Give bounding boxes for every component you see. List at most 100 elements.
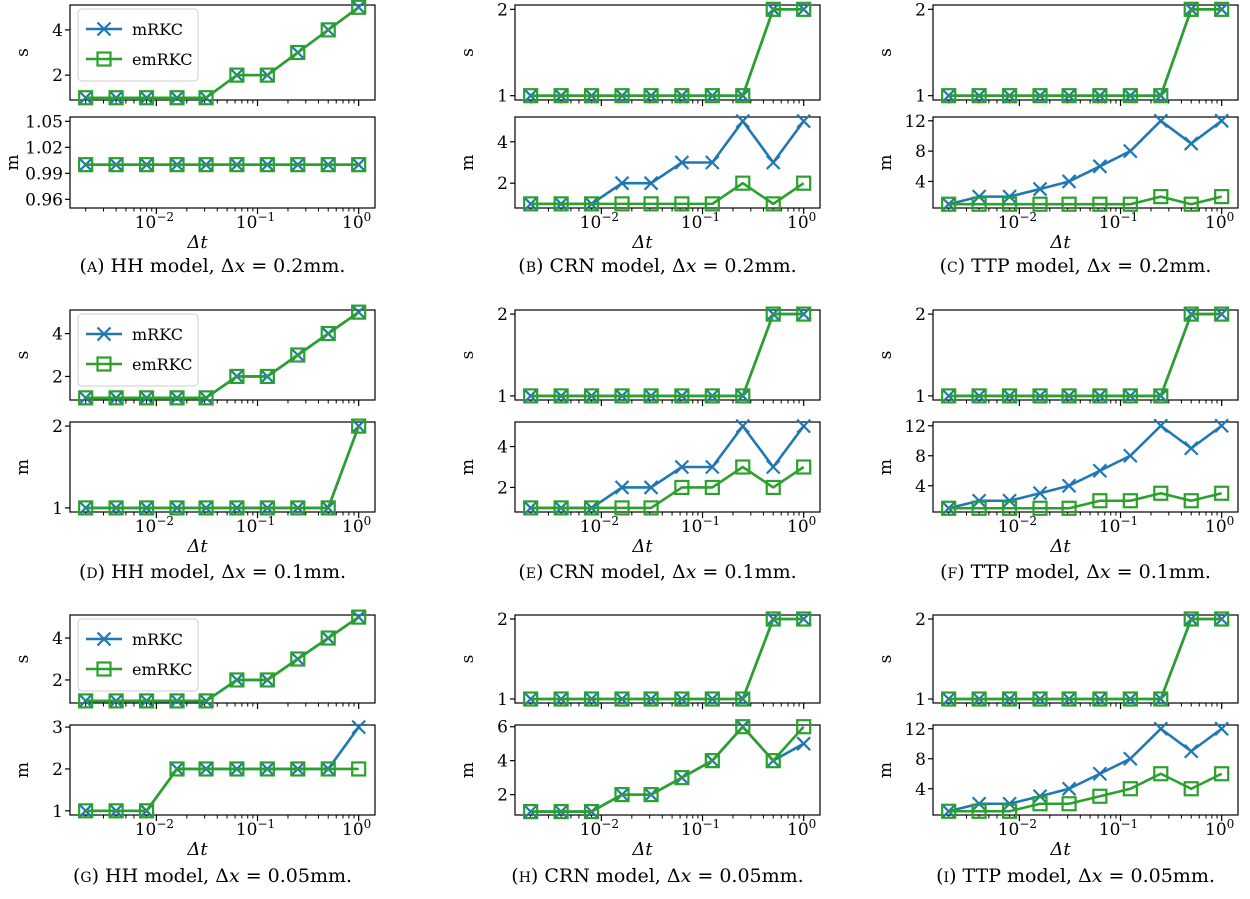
marker-emRKC bbox=[735, 175, 751, 191]
marker-emRKC bbox=[138, 157, 155, 173]
marker-emRKC bbox=[108, 693, 124, 709]
marker-emRKC bbox=[1001, 500, 1018, 516]
marker-mRKC bbox=[1183, 743, 1199, 759]
marker-mRKC bbox=[1061, 781, 1077, 797]
x-tick-label: 10−2 bbox=[998, 817, 1037, 840]
marker-emRKC bbox=[523, 196, 539, 212]
marker-emRKC bbox=[1183, 611, 1199, 627]
marker-emRKC bbox=[796, 1, 812, 17]
subfigure-d-m-line-mRKC bbox=[85, 425, 360, 510]
marker-emRKC bbox=[169, 500, 185, 516]
marker-emRKC bbox=[704, 196, 720, 212]
marker-emRKC bbox=[941, 500, 957, 516]
marker-mRKC bbox=[643, 480, 659, 495]
marker-emRKC bbox=[1001, 803, 1018, 819]
subfigure-caption: (I) TTP model, Δx = 0.05mm. bbox=[936, 865, 1215, 887]
legend-box bbox=[77, 618, 199, 692]
subfigure-caption: (D) HH model, Δx = 0.1mm. bbox=[79, 561, 346, 583]
marker-emRKC bbox=[320, 22, 336, 38]
marker-emRKC bbox=[523, 691, 539, 707]
subfigure-e-s-axes-frame bbox=[514, 309, 821, 401]
marker-mRKC bbox=[1123, 143, 1138, 159]
marker-mRKC bbox=[705, 459, 720, 475]
marker-emRKC bbox=[1061, 196, 1077, 212]
marker-emRKC bbox=[704, 388, 720, 404]
marker-emRKC bbox=[523, 804, 539, 820]
y-tick-label: 4 bbox=[497, 438, 508, 458]
subfigure-caption: (B) CRN model, Δx = 0.2mm. bbox=[518, 255, 796, 277]
marker-emRKC bbox=[351, 418, 367, 434]
subfigure-b-m-line-emRKC bbox=[530, 181, 805, 206]
y-tick-label: 4 bbox=[915, 780, 926, 800]
y-tick-label: 2 bbox=[52, 66, 63, 86]
subfigure-c-m-line-mRKC bbox=[948, 119, 1223, 206]
marker-emRKC bbox=[735, 388, 751, 404]
subfigure-caption: (A) HH model, Δx = 0.2mm. bbox=[80, 255, 346, 277]
marker-mRKC bbox=[1092, 463, 1108, 479]
legend-label-emRKC: emRKC bbox=[132, 355, 192, 374]
subfigure-h: 1 2 s 2 4 6 m 10−2 10−1 100 Δt (H) CRN model, Δx = … bbox=[458, 610, 821, 887]
marker-emRKC bbox=[765, 1, 781, 17]
marker-emRKC bbox=[1032, 500, 1048, 516]
marker-emRKC bbox=[1183, 196, 1199, 212]
subfigure-a-s-axes-frame bbox=[69, 4, 376, 101]
marker-emRKC bbox=[108, 500, 124, 516]
y-tick-label: 4 bbox=[52, 21, 63, 41]
marker-emRKC bbox=[229, 761, 245, 777]
marker-emRKC bbox=[78, 390, 94, 406]
marker-emRKC bbox=[674, 88, 690, 104]
marker-emRKC bbox=[583, 196, 600, 212]
marker-emRKC bbox=[614, 500, 630, 516]
subfigure-c-s-line-emRKC bbox=[948, 8, 1222, 97]
subfigure-f-s-axes-frame bbox=[932, 309, 1239, 401]
subfigure-a-s-line-emRKC bbox=[85, 6, 360, 100]
marker-mRKC bbox=[1032, 485, 1048, 501]
marker-emRKC bbox=[1032, 88, 1048, 104]
subfigure-e-m-ylabel: m bbox=[458, 459, 478, 475]
marker-emRKC bbox=[320, 630, 336, 646]
marker-emRKC bbox=[1214, 189, 1230, 205]
marker-emRKC bbox=[971, 500, 987, 516]
y-tick-label: 2 bbox=[52, 417, 63, 437]
marker-emRKC bbox=[523, 88, 539, 104]
legend-label-mRKC: mRKC bbox=[132, 20, 183, 39]
subfigure-b-s-line-emRKC bbox=[530, 8, 804, 97]
marker-emRKC bbox=[765, 611, 781, 627]
marker-mRKC bbox=[1092, 159, 1108, 174]
subfigure-e-m-axes-frame bbox=[514, 421, 821, 513]
y-tick-label: 6 bbox=[497, 718, 508, 738]
subfigure-h-m-axes-frame bbox=[514, 724, 821, 816]
y-tick-label: 4 bbox=[915, 172, 926, 192]
subfigure-g-m-line-emRKC bbox=[85, 767, 359, 813]
y-tick-label: 4 bbox=[497, 133, 508, 153]
marker-emRKC bbox=[1122, 781, 1138, 797]
marker-emRKC bbox=[1214, 1, 1230, 17]
y-tick-label: 8 bbox=[915, 750, 926, 770]
subfigure-b: 1 2 s 2 4 m 10−2 10−1 100 Δt(B) CRN model, Δx = 0… bbox=[458, 0, 821, 277]
marker-emRKC bbox=[614, 388, 630, 404]
marker-emRKC bbox=[1183, 493, 1199, 509]
marker-emRKC bbox=[78, 693, 94, 709]
marker-emRKC bbox=[108, 803, 124, 819]
subfigure-e-m-line-mRKC bbox=[530, 424, 805, 510]
subfigure-f-s-line-emRKC bbox=[948, 312, 1222, 398]
marker-mRKC bbox=[1061, 478, 1077, 494]
marker-mRKC bbox=[735, 113, 751, 129]
marker-emRKC bbox=[290, 761, 306, 777]
subfigure-f-s-line-mRKC bbox=[948, 312, 1222, 398]
marker-emRKC bbox=[198, 90, 214, 106]
marker-emRKC bbox=[735, 88, 751, 104]
x-tick-label: 10−2 bbox=[135, 514, 174, 537]
marker-emRKC bbox=[351, 304, 367, 320]
legend-marker-square bbox=[96, 51, 112, 67]
subfigure-g-m-ylabel: m bbox=[13, 762, 33, 778]
subfigure-c-s-line-mRKC bbox=[948, 8, 1222, 97]
subfigure-e-s-ylabel: s bbox=[458, 351, 478, 360]
marker-emRKC bbox=[941, 803, 957, 819]
marker-emRKC bbox=[1122, 196, 1138, 212]
marker-emRKC bbox=[523, 388, 539, 404]
marker-emRKC bbox=[1092, 196, 1108, 212]
marker-emRKC bbox=[971, 691, 987, 707]
marker-emRKC bbox=[941, 691, 957, 707]
